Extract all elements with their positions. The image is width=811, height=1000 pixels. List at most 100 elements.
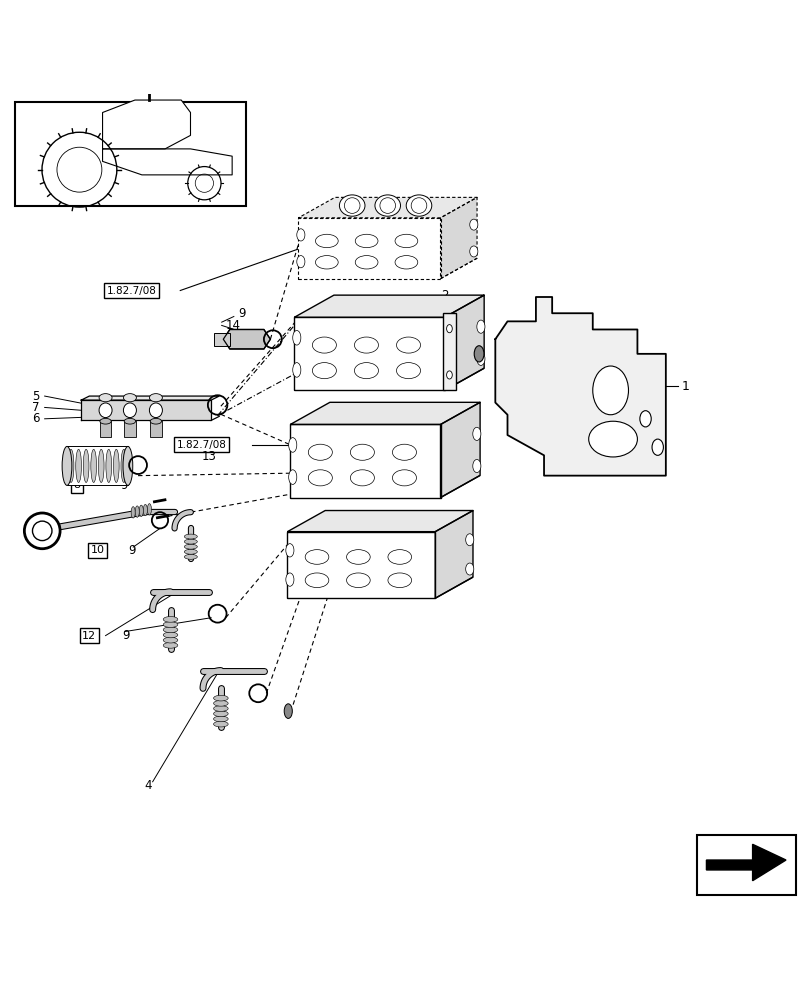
- Polygon shape: [298, 197, 477, 218]
- Ellipse shape: [305, 550, 328, 564]
- Ellipse shape: [350, 470, 374, 486]
- Bar: [100, 420, 111, 437]
- Ellipse shape: [163, 637, 178, 643]
- Ellipse shape: [75, 449, 81, 482]
- Ellipse shape: [466, 563, 474, 575]
- Ellipse shape: [139, 505, 144, 517]
- Text: 9: 9: [128, 544, 135, 557]
- Ellipse shape: [346, 550, 370, 564]
- Ellipse shape: [308, 444, 332, 460]
- Ellipse shape: [284, 704, 292, 718]
- Ellipse shape: [121, 449, 127, 482]
- Ellipse shape: [446, 371, 452, 379]
- Ellipse shape: [388, 573, 411, 588]
- Ellipse shape: [144, 504, 148, 516]
- Ellipse shape: [213, 706, 228, 711]
- Polygon shape: [102, 100, 191, 149]
- Ellipse shape: [123, 394, 136, 402]
- Ellipse shape: [163, 617, 178, 622]
- Ellipse shape: [388, 550, 411, 564]
- Ellipse shape: [392, 470, 416, 486]
- Ellipse shape: [98, 449, 104, 482]
- Ellipse shape: [639, 411, 650, 427]
- Polygon shape: [495, 297, 665, 476]
- Ellipse shape: [392, 444, 416, 460]
- Ellipse shape: [355, 234, 378, 248]
- Polygon shape: [294, 295, 483, 317]
- Ellipse shape: [149, 403, 162, 418]
- Ellipse shape: [285, 544, 294, 557]
- Ellipse shape: [592, 366, 628, 415]
- Text: 10: 10: [90, 545, 105, 555]
- Ellipse shape: [123, 446, 133, 485]
- Ellipse shape: [68, 449, 74, 482]
- Ellipse shape: [99, 403, 112, 418]
- Polygon shape: [287, 532, 435, 598]
- Ellipse shape: [163, 627, 178, 633]
- Ellipse shape: [293, 363, 301, 377]
- Ellipse shape: [184, 539, 197, 544]
- Polygon shape: [440, 197, 477, 279]
- Polygon shape: [706, 844, 785, 881]
- Bar: [124, 420, 135, 437]
- Ellipse shape: [213, 711, 228, 717]
- Ellipse shape: [163, 643, 178, 648]
- Ellipse shape: [184, 534, 197, 539]
- Ellipse shape: [651, 439, 663, 455]
- Ellipse shape: [395, 234, 418, 248]
- Ellipse shape: [312, 337, 336, 353]
- Text: 3: 3: [440, 301, 448, 314]
- Ellipse shape: [396, 337, 420, 353]
- Ellipse shape: [148, 504, 152, 515]
- Text: 4: 4: [144, 779, 152, 792]
- Ellipse shape: [124, 418, 135, 424]
- Ellipse shape: [285, 573, 294, 586]
- Ellipse shape: [446, 325, 452, 333]
- Ellipse shape: [355, 256, 378, 269]
- Text: 5: 5: [32, 390, 40, 403]
- Ellipse shape: [406, 195, 431, 216]
- Ellipse shape: [346, 573, 370, 588]
- Bar: [213, 333, 230, 346]
- Ellipse shape: [100, 418, 111, 424]
- Polygon shape: [287, 511, 472, 532]
- Ellipse shape: [297, 256, 305, 268]
- Ellipse shape: [476, 320, 484, 333]
- Polygon shape: [298, 218, 440, 279]
- Polygon shape: [294, 317, 444, 390]
- Ellipse shape: [315, 234, 338, 248]
- Ellipse shape: [339, 195, 365, 216]
- Ellipse shape: [131, 507, 135, 518]
- Ellipse shape: [163, 622, 178, 627]
- Ellipse shape: [184, 544, 197, 549]
- Ellipse shape: [135, 506, 139, 517]
- Ellipse shape: [375, 195, 400, 216]
- Text: 9: 9: [122, 629, 129, 642]
- Polygon shape: [435, 511, 472, 598]
- Ellipse shape: [305, 573, 328, 588]
- Ellipse shape: [476, 352, 484, 365]
- Ellipse shape: [62, 446, 71, 485]
- Ellipse shape: [395, 256, 418, 269]
- Ellipse shape: [91, 449, 97, 482]
- Ellipse shape: [588, 421, 637, 457]
- Ellipse shape: [472, 459, 480, 473]
- Bar: [696, 835, 795, 895]
- Text: 1: 1: [681, 380, 689, 393]
- Bar: [15, 102, 246, 206]
- Ellipse shape: [184, 554, 197, 559]
- Ellipse shape: [213, 700, 228, 706]
- Text: 13: 13: [201, 450, 216, 463]
- Text: 1.82.7/08: 1.82.7/08: [176, 440, 226, 450]
- Ellipse shape: [315, 256, 338, 269]
- Ellipse shape: [469, 219, 477, 230]
- Bar: [150, 420, 161, 437]
- Polygon shape: [223, 329, 270, 349]
- Polygon shape: [290, 424, 440, 498]
- Text: 11: 11: [170, 396, 185, 409]
- Text: 2: 2: [440, 289, 448, 302]
- Ellipse shape: [354, 363, 378, 379]
- Ellipse shape: [293, 330, 301, 345]
- Ellipse shape: [184, 549, 197, 554]
- Ellipse shape: [123, 403, 136, 418]
